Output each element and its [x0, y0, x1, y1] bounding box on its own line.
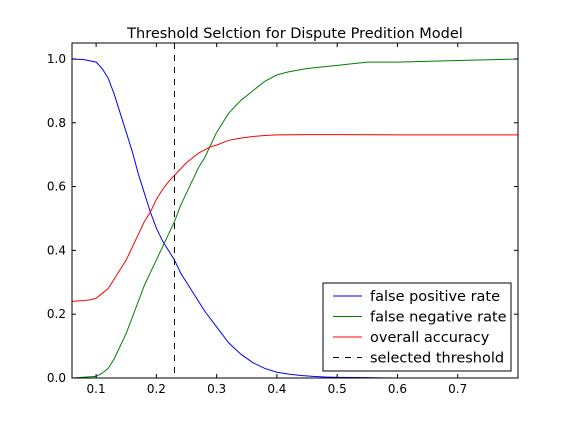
- series-line-1: [71, 58, 518, 379]
- series-layer: [71, 43, 519, 379]
- legend-label: overall accuracy: [370, 330, 490, 346]
- legend-label: selected threshold: [370, 351, 504, 367]
- x-tick-label: 0.2: [147, 382, 166, 396]
- x-tick-label: 0.3: [207, 382, 226, 396]
- x-tick-label: 0.6: [388, 382, 407, 396]
- series-line-3: [71, 134, 518, 302]
- x-tick-label: 0.4: [267, 382, 286, 396]
- y-tick-label: 0.4: [47, 243, 66, 257]
- x-tick-label: 0.7: [448, 382, 467, 396]
- x-tick-label: 0.5: [328, 382, 347, 396]
- y-tick-label: 0.0: [47, 371, 66, 385]
- legend-label: false positive rate: [370, 289, 500, 305]
- y-tick-label: 0.8: [47, 116, 66, 130]
- legend-box: [322, 282, 512, 372]
- legend-label: false negative rate: [370, 310, 507, 326]
- y-tick-label: 0.6: [47, 180, 66, 194]
- y-tick-label: 0.2: [47, 307, 66, 321]
- axes-layer: 0.1 0.2 0.3 0.4 0.5 0.6 0.7 0.0 0.2 0.4 0.6 0.8 1.0: [47, 42, 519, 396]
- legend: false positive rate false negative rate ov…: [322, 282, 512, 372]
- y-tick-label: 1.0: [47, 52, 66, 66]
- x-tick-label: 0.1: [87, 382, 106, 396]
- axes-frame: [71, 42, 519, 379]
- series-line-2: [71, 58, 519, 379]
- chart-title: Threshold Selction for Dispute Predition…: [126, 26, 463, 42]
